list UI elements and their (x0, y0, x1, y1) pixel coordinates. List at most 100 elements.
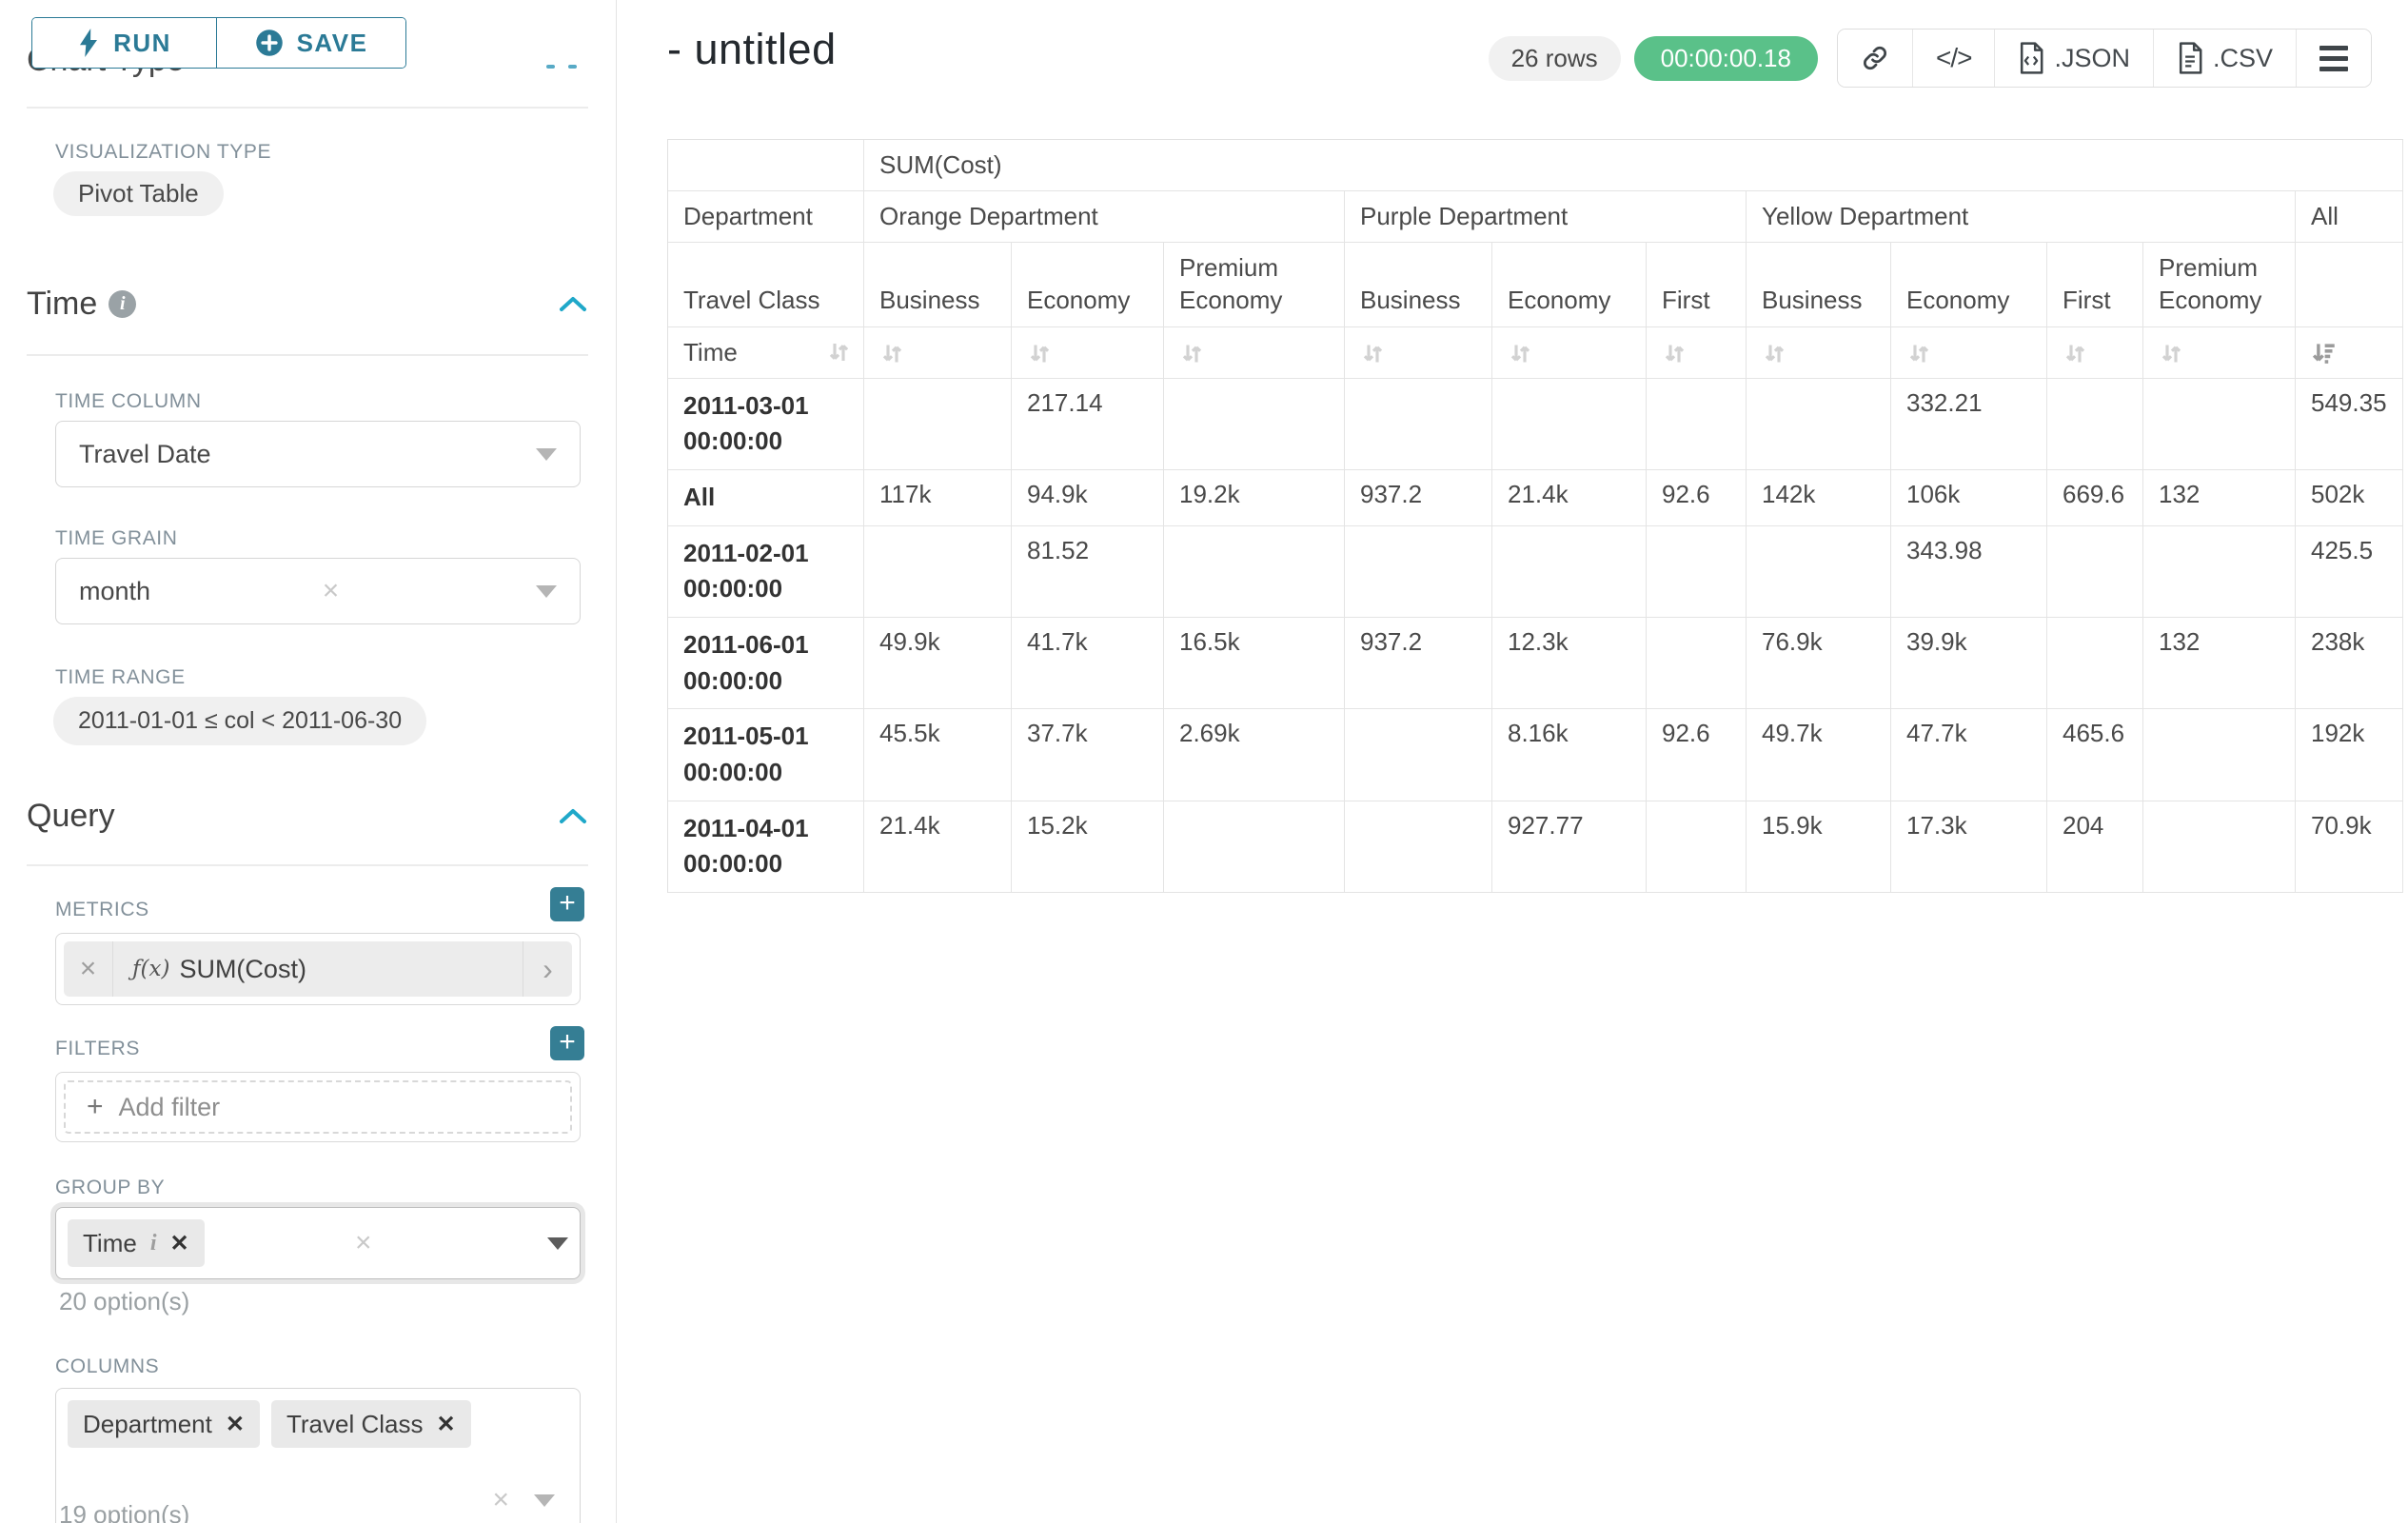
value-cell (864, 378, 1012, 470)
time-section-title: Time (27, 286, 98, 322)
remove-tag-icon[interactable]: ✕ (436, 1411, 456, 1437)
sort-column-cell[interactable] (1345, 326, 1492, 379)
table-row: 2011-04-01 00:00:00 21.4k 15.2k 927.77 15.9k… (668, 801, 2403, 894)
columns-tag[interactable]: Department ✕ (68, 1400, 260, 1448)
sort-icon[interactable] (1662, 341, 1688, 366)
plus-icon: + (87, 1091, 104, 1122)
chart-header-actions: 26 rows 00:00:00.18 </> .JSON .CSV (1488, 29, 2372, 88)
row-axis-label-time[interactable]: Time (668, 326, 864, 379)
add-metric-button[interactable]: + (550, 887, 584, 921)
sort-icon[interactable] (2063, 341, 2088, 366)
drag-handle-dots (546, 65, 577, 69)
remove-metric-icon[interactable]: × (64, 941, 113, 997)
sort-icon[interactable] (1360, 341, 1386, 366)
sort-column-cell[interactable] (1647, 326, 1747, 379)
sort-column-cell[interactable] (1164, 326, 1345, 379)
chevron-right-icon[interactable]: › (523, 941, 572, 997)
time-section-header: Time i (27, 286, 588, 323)
share-link-button[interactable] (1837, 30, 1912, 87)
sort-column-cell[interactable] (1747, 326, 1891, 379)
value-cell (2143, 378, 2296, 470)
columns-select[interactable]: Department ✕ Travel Class ✕ × (55, 1388, 581, 1523)
row-label-cell: 2011-05-01 00:00:00 (668, 709, 864, 801)
add-filter-dropzone[interactable]: + Add filter (64, 1080, 572, 1134)
sort-column-cell[interactable] (2047, 326, 2143, 379)
metrics-label: METRICS (55, 899, 149, 920)
save-button-label: SAVE (296, 28, 368, 57)
sort-icon[interactable] (1906, 341, 1932, 366)
sort-column-cell[interactable] (1012, 326, 1164, 379)
row-axis-label-travel-class: Travel Class (668, 243, 864, 327)
sort-desc-active-icon[interactable] (2311, 341, 2337, 366)
sort-icon[interactable] (1508, 341, 1533, 366)
query-timer-badge: 00:00:00.18 (1633, 35, 1818, 81)
clear-icon[interactable]: × (355, 1227, 372, 1258)
time-range-pill[interactable]: 2011-01-01 ≤ col < 2011-06-30 (53, 697, 427, 745)
caret-down-icon[interactable] (535, 584, 557, 598)
time-grain-value: month (79, 576, 151, 605)
time-grain-select[interactable]: month × (55, 558, 581, 624)
column-header: First (1647, 243, 1747, 327)
link-icon (1863, 46, 1886, 70)
info-icon: i (109, 290, 137, 318)
run-button[interactable]: RUN (32, 18, 217, 68)
value-cell: 238k (2296, 618, 2403, 710)
sort-column-cell[interactable] (1891, 326, 2047, 379)
sort-column-cell[interactable] (2296, 326, 2403, 379)
value-cell (1164, 378, 1345, 470)
group-by-select[interactable]: Time i ✕ × (55, 1207, 581, 1279)
chart-title[interactable]: - untitled (667, 25, 837, 73)
time-column-select[interactable]: Travel Date (55, 421, 581, 487)
remove-tag-icon[interactable]: ✕ (225, 1411, 245, 1437)
clear-icon[interactable]: × (492, 1484, 509, 1515)
column-header (2296, 243, 2403, 327)
pivot-table: SUM(Cost) Department Orange Department Purp… (667, 139, 2403, 894)
remove-tag-icon[interactable]: ✕ (169, 1230, 189, 1256)
caret-down-icon[interactable] (536, 447, 557, 461)
sort-column-cell[interactable] (1492, 326, 1647, 379)
value-cell: 425.5 (2296, 525, 2403, 619)
export-csv-button[interactable]: .CSV (2152, 30, 2296, 87)
value-cell: 332.21 (1891, 378, 2047, 470)
column-group-header: Yellow Department (1747, 191, 2296, 243)
caret-down-icon[interactable] (547, 1236, 568, 1250)
columns-label: COLUMNS (55, 1355, 160, 1377)
row-count-badge: 26 rows (1488, 35, 1621, 81)
collapse-chevron-icon[interactable] (558, 294, 588, 315)
sort-icon[interactable] (826, 340, 852, 366)
row-label-cell: 2011-03-01 00:00:00 (668, 378, 864, 470)
value-cell (1345, 378, 1492, 470)
metric-item[interactable]: × ƒ(x) SUM(Cost) › (64, 941, 572, 997)
embed-code-button[interactable]: </> (1911, 30, 1995, 87)
visualization-type-pill[interactable]: Pivot Table (53, 171, 224, 216)
time-column-label: TIME COLUMN (55, 390, 202, 412)
columns-options-hint: 19 option(s) (59, 1500, 190, 1523)
export-csv-label: .CSV (2212, 43, 2273, 72)
sort-icon[interactable] (2159, 341, 2184, 366)
value-cell: 502k (2296, 469, 2403, 526)
sort-icon[interactable] (1027, 341, 1053, 366)
sort-column-cell[interactable] (864, 326, 1012, 379)
sort-column-cell[interactable] (2143, 326, 2296, 379)
value-cell (2047, 525, 2143, 619)
export-json-button[interactable]: .JSON (1994, 30, 2153, 87)
sort-icon[interactable] (1762, 341, 1787, 366)
menu-button[interactable] (2296, 30, 2371, 87)
save-button[interactable]: SAVE (217, 18, 405, 68)
value-cell: 76.9k (1747, 618, 1891, 710)
sort-icon[interactable] (879, 341, 905, 366)
group-by-tag[interactable]: Time i ✕ (68, 1219, 205, 1267)
columns-tag[interactable]: Travel Class ✕ (270, 1400, 471, 1448)
add-filter-button[interactable]: + (550, 1026, 584, 1060)
value-cell: 21.4k (864, 801, 1012, 894)
value-cell: 39.9k (1891, 618, 2047, 710)
visualization-type-label: VISUALIZATION TYPE (55, 141, 272, 163)
value-cell: 2.69k (1164, 709, 1345, 801)
column-header: Premium Economy (1164, 243, 1345, 327)
caret-down-icon[interactable] (534, 1493, 555, 1507)
collapse-chevron-icon[interactable] (558, 806, 588, 827)
sort-icon[interactable] (1179, 341, 1205, 366)
time-range-label: TIME RANGE (55, 666, 186, 688)
clear-icon[interactable]: × (322, 575, 340, 606)
value-cell (1747, 378, 1891, 470)
